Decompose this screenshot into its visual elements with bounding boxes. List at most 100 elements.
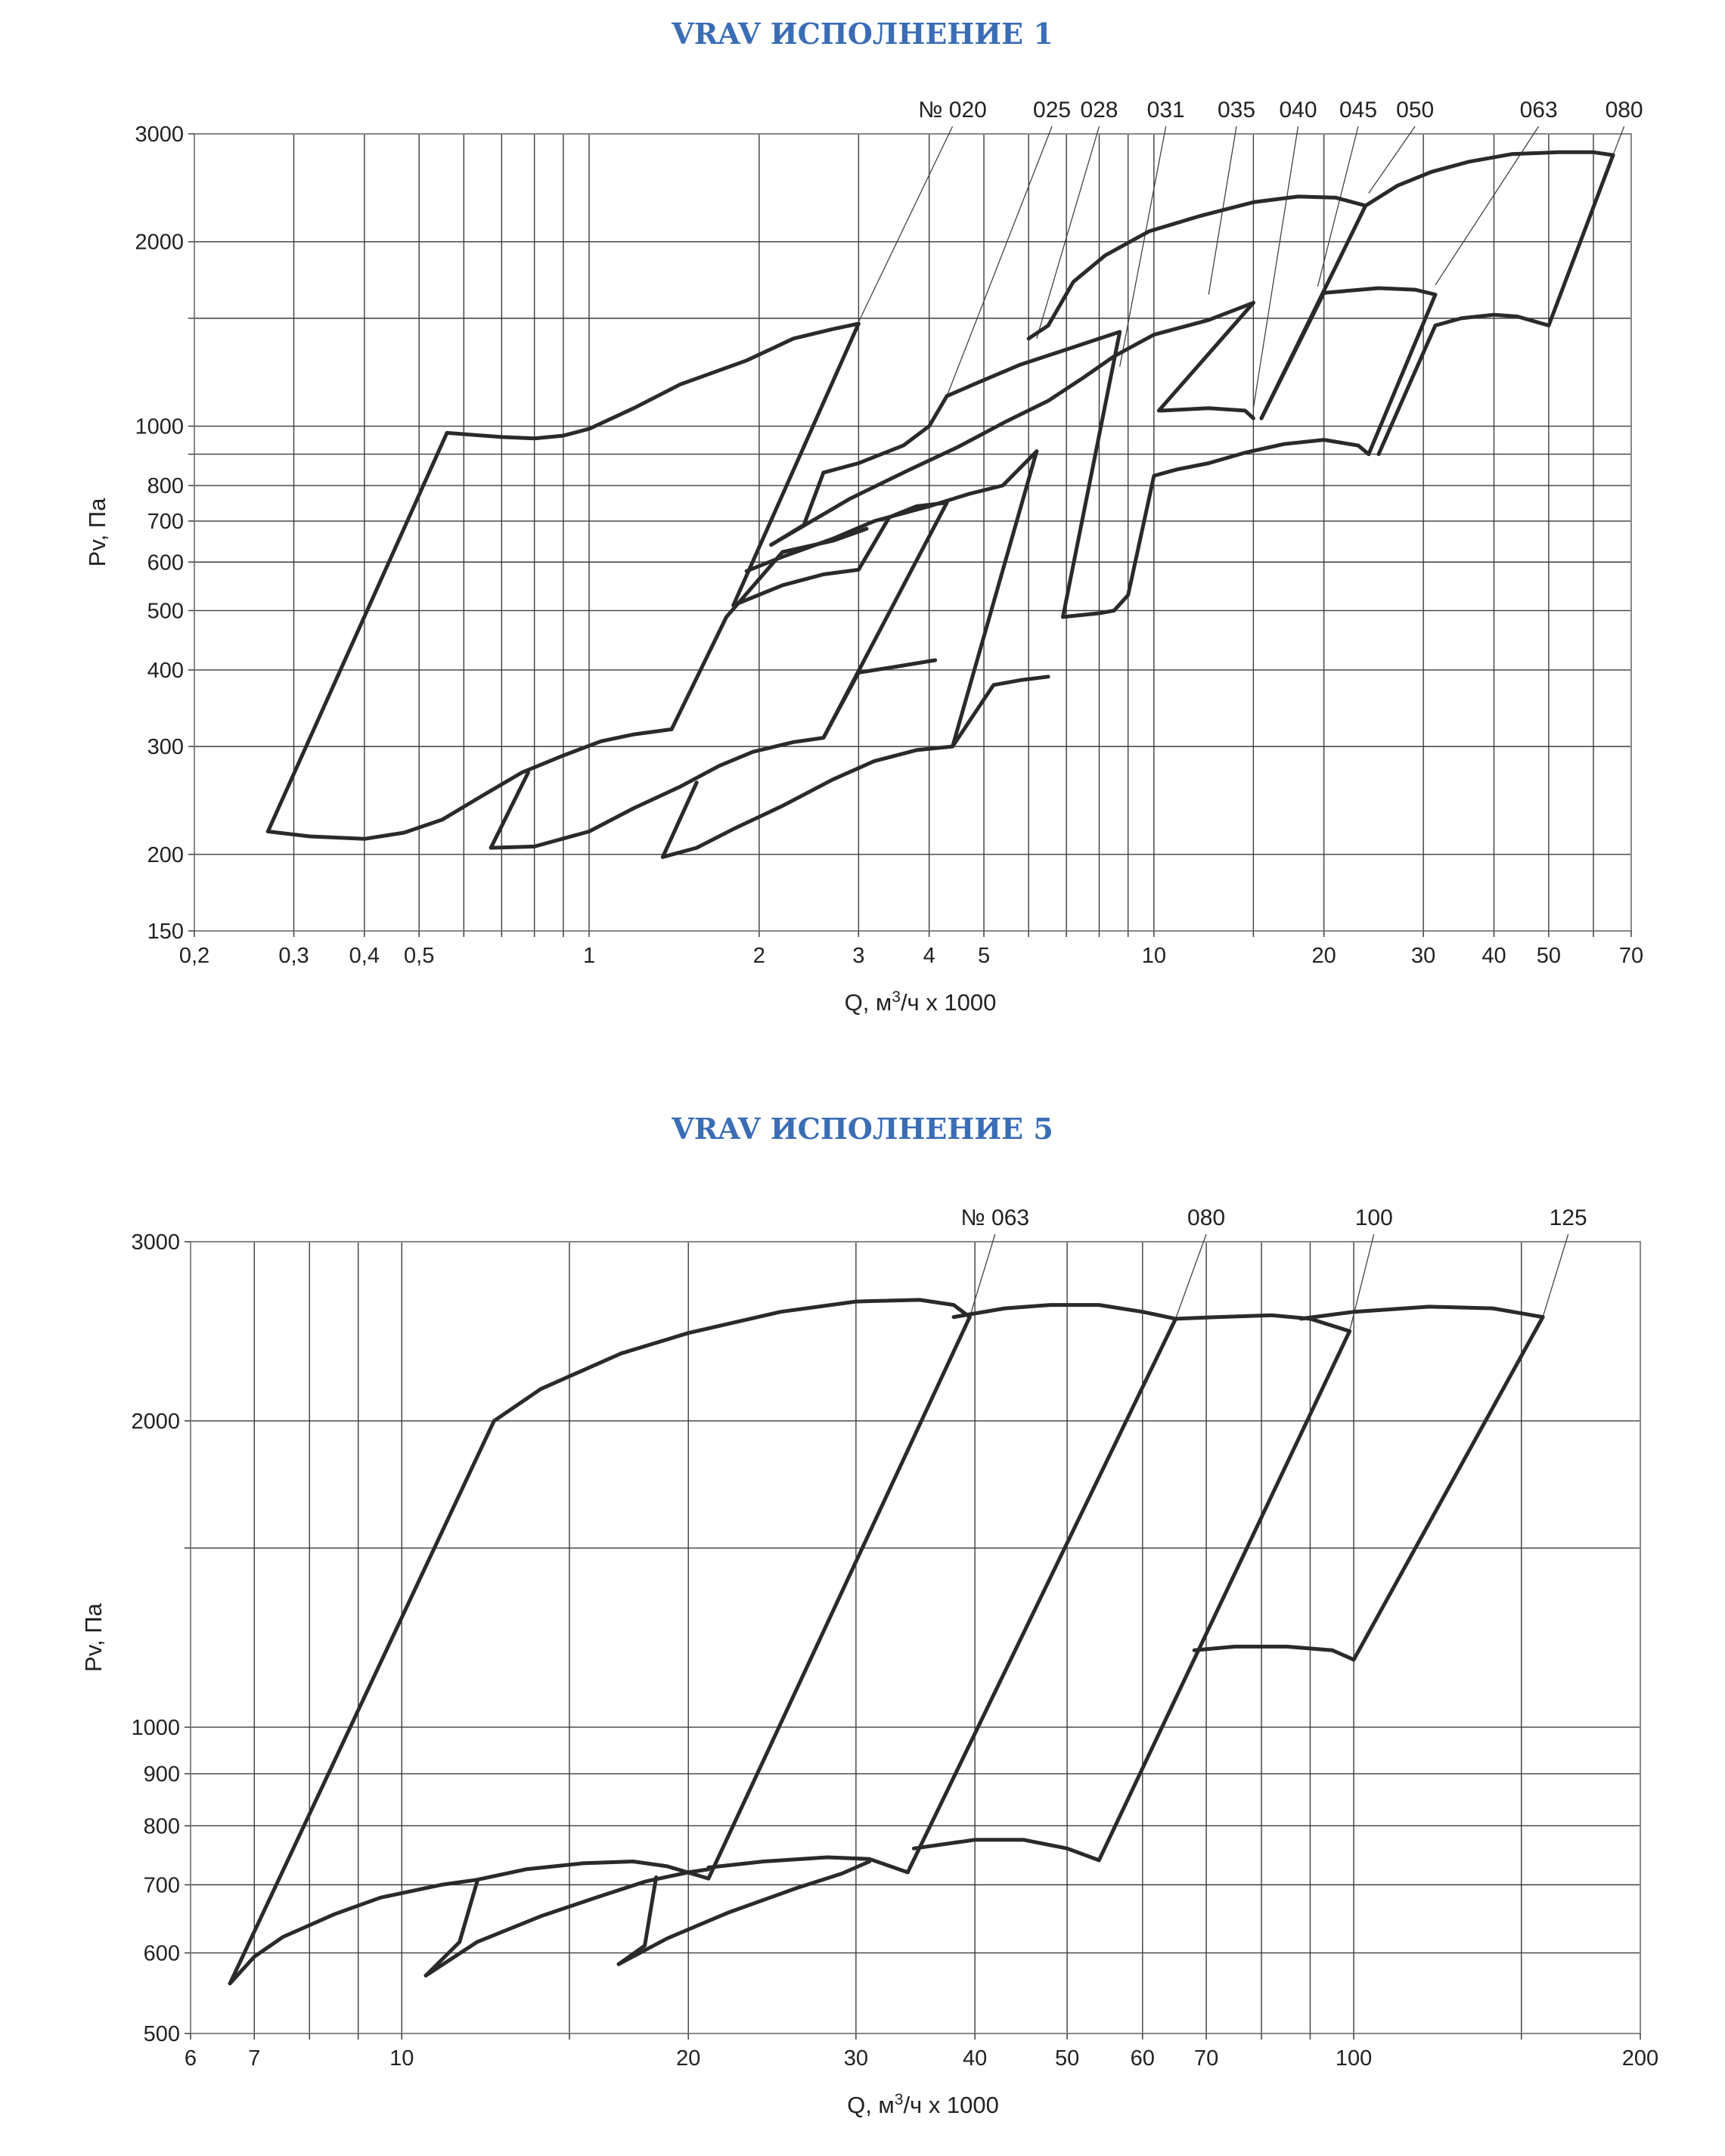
chart-2-svg: 6 7 10 20 30 40 50 60 70 100 200 500 600 700 800 900 100… [80,1205,1658,2118]
x-tick-label: 10 [1142,944,1166,968]
x-tick-label: 0,2 [179,944,209,968]
y-tick-label: 400 [147,659,184,683]
x-tick-label: 70 [1194,2046,1218,2071]
y-tick-label: 1000 [131,1716,180,1740]
x-tick-label: 6 [185,2046,197,2071]
size-leader-line [946,126,1053,396]
x-tick-label: 70 [1619,944,1643,968]
x-tick-label: 40 [1481,944,1506,968]
size-leader-line [1119,126,1167,368]
performance-curve [265,321,861,833]
plot-frame [190,1241,1641,2034]
size-leader-line [1368,126,1416,194]
performance-curve [1376,153,1615,457]
x-tick-label: 10 [389,2046,414,2071]
x-tick-label: 40 [963,2046,987,2071]
performance-curve [821,501,949,740]
size-label: 028 [1080,98,1118,123]
y-tick-label: 700 [144,1873,180,1897]
performance-curve [489,771,530,850]
performance-curve [744,449,1039,573]
x-tick-label: 4 [923,944,935,968]
size-leader-line [1542,1233,1569,1317]
performance-curve [706,1855,910,1875]
y-tick-label: 900 [144,1763,180,1787]
size-leader-line [1317,126,1359,287]
performance-curve [1159,406,1255,420]
performance-curve [769,300,1255,547]
performance-curve [1259,286,1438,457]
size-label: 040 [1279,98,1317,123]
size-label: 025 [1033,98,1071,123]
size-label: 080 [1606,98,1643,123]
performance-curve [1364,150,1615,208]
plot-frame [194,133,1632,932]
performance-curve [1156,300,1255,413]
performance-curve [616,1860,872,1966]
size-leader-line [858,126,954,322]
x-tick-label: 0,3 [278,944,309,968]
x-tick-label: 0,5 [404,944,434,968]
performance-curve [265,526,869,841]
size-label: 080 [1187,1205,1225,1230]
size-leader-line [1348,1233,1375,1332]
performance-curve [228,1860,711,1986]
size-label: 045 [1339,98,1377,123]
y-tick-label: 150 [147,920,184,944]
performance-curve [911,1838,1101,1863]
performance-curve [951,1303,1178,1321]
performance-curve [660,675,1050,859]
size-leader-line [1612,126,1625,156]
performance-curve [489,658,938,850]
y-tick-label: 800 [147,474,184,498]
y-tick-label: 200 [147,843,184,867]
y-tick-label: 500 [144,2022,180,2046]
y-axis-label: Pv, Па [80,1602,107,1671]
y-tick-label: 500 [147,599,184,623]
size-label: 035 [1218,98,1255,123]
size-label: 050 [1396,98,1434,123]
x-tick-label: 100 [1336,2046,1372,2071]
performance-curve [616,1875,659,1966]
performance-curve [731,321,861,607]
size-label: 031 [1147,98,1185,123]
performance-curve [423,1867,711,1978]
x-tick-label: 3 [852,944,864,968]
x-tick-label: 20 [1312,944,1336,968]
performance-curve [1026,323,1050,341]
y-tick-label: 3000 [135,123,184,147]
x-tick-label: 50 [1537,944,1561,968]
y-tick-label: 700 [147,510,184,534]
size-label: № 020 [918,98,987,123]
performance-curve [951,449,1039,749]
size-leader-line [1174,1233,1207,1320]
x-tick-label: 20 [676,2046,700,2071]
x-tick-label: 30 [1411,944,1435,968]
performance-curve [731,501,949,607]
performance-curve [1259,203,1368,420]
x-tick-label: 60 [1131,2046,1155,2071]
performance-curve [423,1879,479,1978]
chart-1-title: VRAV ИСПОЛНЕНИЕ 1 [672,17,1053,51]
y-tick-label: 3000 [131,1230,180,1255]
performance-curve [1351,1315,1545,1662]
y-axis-label: Pv, Па [84,498,110,566]
performance-curve [1192,1644,1356,1662]
performance-curve [905,1317,1178,1875]
x-tick-label: 5 [978,944,990,968]
y-tick-label: 300 [147,735,184,759]
size-label: № 063 [961,1205,1030,1230]
x-tick-label: 1 [583,944,595,968]
x-tick-label: 2 [753,944,765,968]
chart-2-title: VRAV ИСПОЛНЕНИЕ 5 [672,1112,1053,1146]
chart-1-svg: 0,2 0,3 0,4 0,5 1 2 3 4 5 10 20 30 40 50 70 150 200 300 40… [84,98,1643,1016]
size-label: 125 [1550,1205,1587,1230]
size-leader-line [969,1233,996,1317]
x-tick-label: 0,4 [349,944,380,968]
x-tick-label: 50 [1055,2046,1079,2071]
x-axis-label: Q, м3/ч x 1000 [845,988,997,1016]
performance-curve [1097,1329,1352,1863]
size-label: 063 [1520,98,1558,123]
x-tick-label: 7 [248,2046,260,2071]
size-leader-line [1252,126,1299,408]
